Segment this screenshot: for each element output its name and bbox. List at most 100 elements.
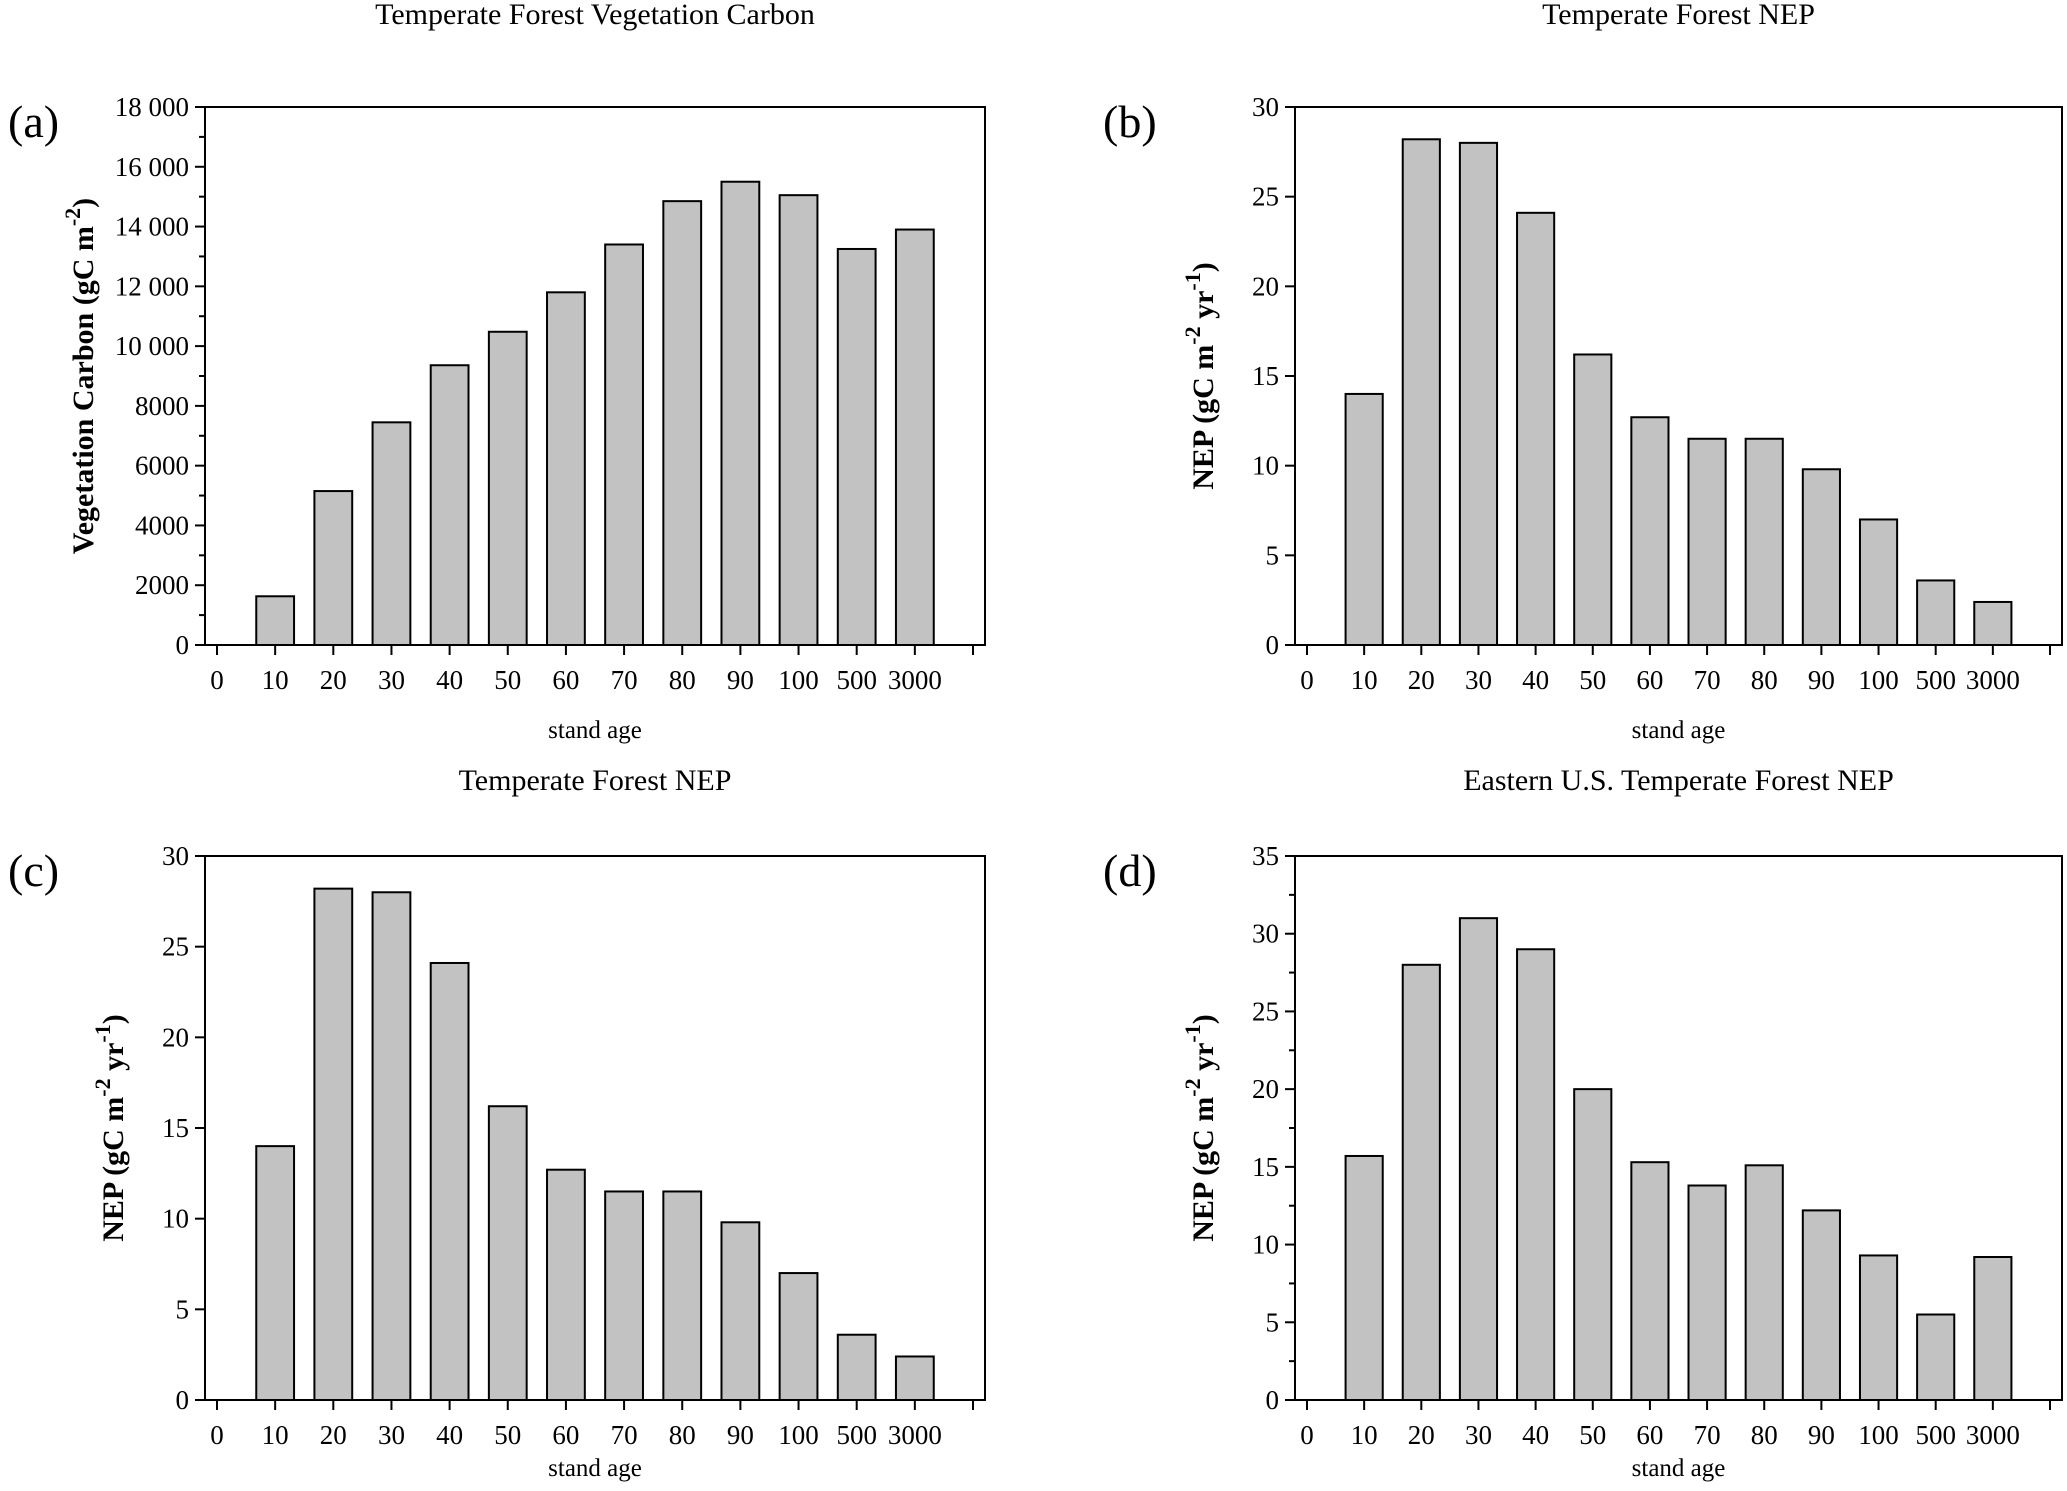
y-tick-label: 10 [1252, 451, 1279, 481]
y-axis-label: Vegetation Carbon (gC m-2) [60, 198, 100, 554]
y-tick-label: 30 [1252, 919, 1279, 949]
panel-letter: (c) [8, 845, 59, 896]
bar [1801, 468, 1841, 646]
bar [836, 247, 877, 646]
bar [1516, 948, 1556, 1401]
y-tick-label: 5 [1266, 540, 1280, 570]
bar [429, 961, 470, 1402]
bar [1687, 1184, 1727, 1401]
panel-c: Temperate Forest NEP (c) 0 5 10 15 20 25 30 0 10 20… [8, 764, 986, 1482]
bar [720, 1221, 761, 1401]
bar [546, 291, 586, 646]
y-tick-label: 0 [1266, 630, 1280, 660]
x-tick-label: 20 [1408, 665, 1435, 695]
x-tick-label: 80 [669, 665, 696, 695]
x-tick-label: 0 [210, 665, 224, 695]
bar [894, 228, 935, 647]
x-tick-label: 30 [378, 665, 405, 695]
y-tick-label: 0 [1266, 1385, 1280, 1415]
x-tick-label: 100 [1858, 1420, 1899, 1450]
x-tick-label: 80 [1751, 665, 1778, 695]
x-tick-label: 500 [836, 665, 877, 695]
x-tick-label: 90 [1808, 1420, 1835, 1450]
x-tick-label: 60 [1636, 665, 1663, 695]
x-tick-label: 30 [378, 1420, 405, 1450]
panel-b: Temperate Forest NEP (b) 0 5 10 15 20 25 30 0 10 20… [1103, 0, 2063, 744]
x-tick-label: 10 [262, 1420, 289, 1450]
panel-letter: (d) [1103, 845, 1157, 896]
bar [255, 595, 296, 647]
bar [429, 364, 470, 646]
y-tick-label: 35 [1252, 841, 1279, 871]
x-tick-label: 100 [778, 1420, 819, 1450]
y-axis-label: NEP (gC m-2 yr-1) [1180, 1014, 1220, 1241]
bar [1573, 353, 1613, 646]
x-tick-label: 70 [611, 1420, 638, 1450]
y-tick-label: 10 [1252, 1230, 1279, 1260]
bar [662, 1190, 703, 1402]
bar [1973, 600, 2013, 647]
y-tick-label: 5 [1266, 1307, 1280, 1337]
bar [371, 421, 412, 647]
x-tick-label: 30 [1465, 665, 1492, 695]
y-tick-label: 20 [162, 1022, 189, 1052]
x-tick-label: 70 [1694, 1420, 1721, 1450]
bar [894, 1355, 935, 1401]
y-tick-label: 25 [162, 932, 189, 962]
y-tick-label: 25 [1252, 996, 1279, 1026]
y-tick-label: 15 [1252, 361, 1279, 391]
bar [604, 1190, 644, 1402]
x-tick-label: 90 [727, 665, 754, 695]
x-tick-label: 3000 [888, 1420, 942, 1450]
bar [778, 194, 819, 647]
x-tick-label: 40 [1522, 665, 1549, 695]
y-tick-label: 30 [1252, 92, 1279, 122]
x-tick-label: 100 [1858, 665, 1899, 695]
x-tick-label: 40 [1522, 1420, 1549, 1450]
y-tick-label: 10 [162, 1204, 189, 1234]
x-tick-label: 60 [1636, 1420, 1663, 1450]
bar [1916, 579, 1956, 646]
bar [1344, 392, 1384, 646]
x-tick-label: 20 [1408, 1420, 1435, 1450]
y-tick-label: 15 [1252, 1152, 1279, 1182]
bar [1973, 1256, 2013, 1402]
bar [1630, 416, 1670, 646]
bar [1401, 138, 1441, 646]
bar [1858, 1254, 1899, 1401]
bar [546, 1168, 586, 1401]
bar [1687, 437, 1727, 646]
y-tick-label: 2000 [135, 570, 189, 600]
bar [1573, 1088, 1613, 1401]
panel-letter: (b) [1103, 96, 1157, 147]
x-tick-label: 100 [778, 665, 819, 695]
bar [604, 243, 644, 646]
x-tick-label: 90 [727, 1420, 754, 1450]
y-tick-label: 8000 [135, 391, 189, 421]
x-axis-label: stand age [1632, 717, 1726, 744]
y-tick-label: 0 [176, 1385, 190, 1415]
y-tick-label: 15 [162, 1113, 189, 1143]
x-tick-label: 70 [1694, 665, 1721, 695]
bar [778, 1272, 819, 1401]
x-tick-label: 10 [1351, 1420, 1378, 1450]
x-tick-label: 20 [320, 1420, 347, 1450]
bar [1516, 211, 1556, 646]
bar [1744, 1164, 1784, 1401]
x-tick-label: 50 [494, 1420, 521, 1450]
y-tick-label: 6000 [135, 451, 189, 481]
y-tick-label: 30 [162, 841, 189, 871]
bar [662, 200, 703, 646]
x-tick-label: 3000 [888, 665, 942, 695]
x-tick-label: 10 [1351, 665, 1378, 695]
x-tick-label: 80 [669, 1420, 696, 1450]
panel-title: Eastern U.S. Temperate Forest NEP [1463, 764, 1894, 797]
bar [255, 1145, 296, 1401]
y-tick-label: 14 000 [115, 212, 189, 242]
y-tick-label: 16 000 [115, 152, 189, 182]
panel-a: Temperate Forest Vegetation Carbon (a) 0 20… [8, 0, 986, 744]
bar [836, 1333, 877, 1401]
bar [720, 180, 761, 646]
